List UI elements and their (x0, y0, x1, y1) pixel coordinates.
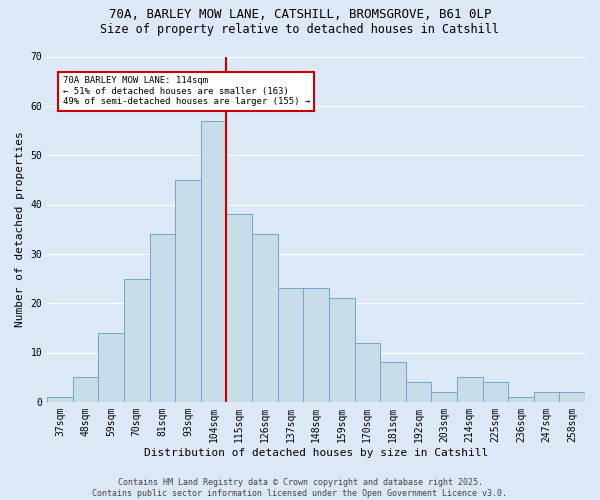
Bar (355, 342, 380, 402)
Bar (98, 333, 124, 402)
Text: Contains HM Land Registry data © Crown copyright and database right 2025.
Contai: Contains HM Land Registry data © Crown c… (92, 478, 508, 498)
Bar (226, 214, 252, 402)
Text: Size of property relative to detached houses in Catshill: Size of property relative to detached ho… (101, 22, 499, 36)
Bar (124, 278, 149, 402)
Bar (149, 234, 175, 402)
Text: 70A BARLEY MOW LANE: 114sqm
← 51% of detached houses are smaller (163)
49% of se: 70A BARLEY MOW LANE: 114sqm ← 51% of det… (62, 76, 310, 106)
Bar (47, 397, 73, 402)
Bar (534, 392, 559, 402)
Bar (406, 382, 431, 402)
Bar (329, 298, 355, 402)
Bar (303, 288, 329, 402)
Bar (252, 234, 278, 402)
Bar (431, 392, 457, 402)
Bar (73, 377, 98, 402)
Bar (278, 288, 303, 402)
Bar (201, 120, 226, 402)
Bar (559, 392, 585, 402)
Bar (508, 397, 534, 402)
Y-axis label: Number of detached properties: Number of detached properties (15, 132, 25, 327)
Text: 70A, BARLEY MOW LANE, CATSHILL, BROMSGROVE, B61 0LP: 70A, BARLEY MOW LANE, CATSHILL, BROMSGRO… (109, 8, 491, 20)
Bar (380, 362, 406, 402)
Bar (482, 382, 508, 402)
X-axis label: Distribution of detached houses by size in Catshill: Distribution of detached houses by size … (144, 448, 488, 458)
Bar (175, 180, 201, 402)
Bar (457, 377, 482, 402)
